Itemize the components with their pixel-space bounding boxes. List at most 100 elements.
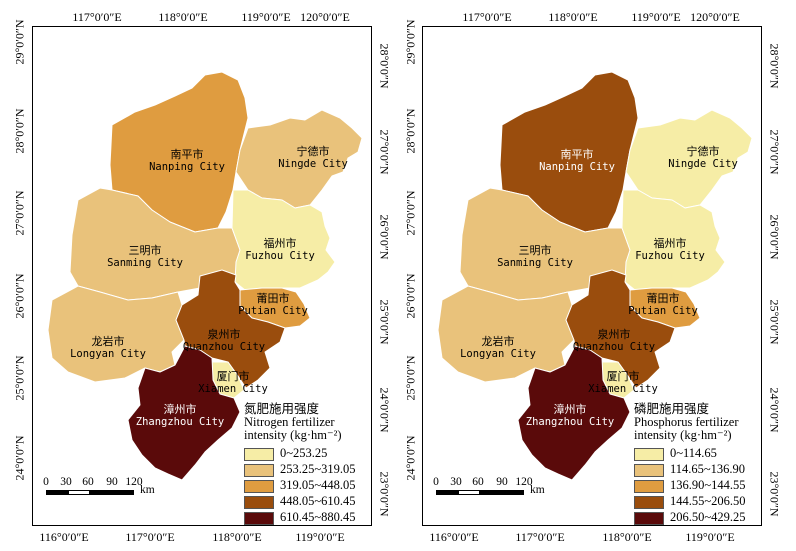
- city-label-xiamen: 厦门市 Xiamen City: [588, 370, 658, 395]
- region-longyan: [437, 285, 575, 383]
- legend-title-en: Nitrogen fertilizer: [244, 415, 335, 429]
- lat-label-left: 25°0′0″N: [403, 355, 418, 401]
- lon-label-bottom: 117°0′0″E: [125, 530, 175, 544]
- legend-swatch: [244, 463, 274, 477]
- legend-item: 144.55~206.50: [634, 495, 746, 509]
- lat-label-right: 24°0′0″N: [767, 387, 782, 433]
- legend-item: 319.05~448.05: [244, 479, 356, 493]
- city-label-longyan: 龙岩市 Longyan City: [70, 335, 146, 360]
- lat-label-right: 27°0′0″N: [767, 129, 782, 175]
- lon-label-top: 120°0′0″E: [690, 10, 740, 24]
- legend-swatch: [244, 447, 274, 461]
- lon-label-top: 120°0′0″E: [300, 10, 350, 24]
- lon-label-top: 117°0′0″E: [462, 10, 512, 24]
- lat-label-right: 26°0′0″N: [767, 214, 782, 260]
- legend-title-en: Phosphorus fertilizer: [634, 415, 739, 429]
- lon-label-top: 119°0′0″E: [241, 10, 291, 24]
- nitrogen-map: [47, 71, 363, 481]
- city-label-fuzhou: 福州市 Fuzhou City: [245, 237, 315, 262]
- region-fuzhou: [231, 189, 336, 291]
- lon-label-top: 117°0′0″E: [72, 10, 122, 24]
- region-longyan: [47, 285, 185, 383]
- lon-label-bottom: 118°0′0″E: [602, 530, 652, 544]
- scale-unit: km: [530, 484, 545, 496]
- region-zhangzhou: [127, 345, 241, 481]
- lat-label-left: 29°0′0″N: [403, 19, 418, 65]
- lat-label-right: 28°0′0″N: [767, 43, 782, 89]
- region-quanzhou: [565, 269, 676, 389]
- city-label-xiamen: 厦门市 Xiamen City: [198, 370, 268, 395]
- lon-label-top: 118°0′0″E: [158, 10, 208, 24]
- lat-label-left: 24°0′0″N: [403, 435, 418, 481]
- phosphorus-map: [437, 71, 753, 481]
- legend-title-zh: 氮肥施用强度: [244, 402, 320, 416]
- legend-swatch: [634, 495, 664, 509]
- map-frame: [422, 26, 762, 526]
- lat-label-left: 27°0′0″N: [403, 190, 418, 236]
- legend-title-unit: intensity (kg·hm⁻²): [634, 428, 732, 442]
- lat-label-left: 28°0′0″N: [12, 108, 27, 154]
- lat-label-right: 25°0′0″N: [377, 299, 392, 345]
- legend-item: 448.05~610.45: [244, 495, 356, 509]
- lon-label-bottom: 117°0′0″E: [515, 530, 565, 544]
- legend-swatch: [634, 463, 664, 477]
- city-label-fuzhou: 福州市 Fuzhou City: [635, 237, 705, 262]
- lat-label-left: 24°0′0″N: [12, 435, 27, 481]
- city-label-ningde: 宁德市 Ningde City: [278, 145, 348, 170]
- region-ningde: [235, 109, 363, 209]
- city-label-sanming: 三明市 Sanming City: [497, 244, 573, 269]
- region-quanzhou: [175, 269, 286, 389]
- lon-label-bottom: 119°0′0″E: [295, 530, 345, 544]
- lon-label-bottom: 118°0′0″E: [212, 530, 262, 544]
- legend-item: 114.65~136.90: [634, 463, 745, 477]
- lon-label-bottom: 119°0′0″E: [685, 530, 735, 544]
- lat-label-left: 25°0′0″N: [12, 355, 27, 401]
- city-label-sanming: 三明市 Sanming City: [107, 244, 183, 269]
- lat-label-left: 26°0′0″N: [403, 273, 418, 319]
- map-legend: 磷肥施用强度 Phosphorus fertilizer intensity (…: [634, 403, 764, 525]
- legend-item: 136.90~144.55: [634, 479, 746, 493]
- city-label-nanping: 南平市 Nanping City: [539, 148, 615, 173]
- city-label-longyan: 龙岩市 Longyan City: [460, 335, 536, 360]
- lon-label-bottom: 116°0′0″E: [429, 530, 479, 544]
- city-label-nanping: 南平市 Nanping City: [149, 148, 225, 173]
- legend-swatch: [244, 511, 274, 525]
- lat-label-right: 24°0′0″N: [377, 387, 392, 433]
- region-zhangzhou: [517, 345, 631, 481]
- lat-label-left: 26°0′0″N: [12, 273, 27, 319]
- legend-item: 253.25~319.05: [244, 463, 356, 477]
- lon-label-top: 119°0′0″E: [631, 10, 681, 24]
- legend-item: 0~114.65: [634, 447, 717, 461]
- lat-label-right: 23°0′0″N: [377, 471, 392, 517]
- legend-swatch: [634, 447, 664, 461]
- city-label-ningde: 宁德市 Ningde City: [668, 145, 738, 170]
- legend-swatch: [634, 511, 664, 525]
- scale-bar: 0 30 60 90 120 km: [433, 476, 545, 496]
- lon-label-top: 118°0′0″E: [548, 10, 598, 24]
- lat-label-right: 23°0′0″N: [767, 471, 782, 517]
- phosphorus-map-panel: 117°0′0″E 118°0′0″E 119°0′0″E 120°0′0″E …: [400, 0, 792, 551]
- legend-title-unit: intensity (kg·hm⁻²): [244, 428, 342, 442]
- lat-label-right: 26°0′0″N: [377, 214, 392, 260]
- map-frame: [32, 26, 372, 526]
- legend-swatch: [634, 479, 664, 493]
- legend-item: 610.45~880.45: [244, 511, 356, 525]
- lat-label-right: 25°0′0″N: [767, 299, 782, 345]
- scale-bar: 0 30 60 90 120 km: [43, 476, 155, 496]
- city-label-putian: 莆田市 Putian City: [628, 292, 698, 317]
- legend-swatch: [244, 495, 274, 509]
- lat-label-right: 27°0′0″N: [377, 129, 392, 175]
- nitrogen-map-panel: 117°0′0″E 118°0′0″E 119°0′0″E 120°0′0″E …: [0, 0, 392, 551]
- lat-label-left: 29°0′0″N: [12, 19, 27, 65]
- region-ningde: [625, 109, 753, 209]
- map-legend: 氮肥施用强度 Nitrogen fertilizer intensity (kg…: [244, 402, 374, 525]
- city-label-zhangzhou: 漳州市 Zhangzhou City: [135, 403, 225, 428]
- lon-label-bottom: 116°0′0″E: [39, 530, 89, 544]
- city-label-quanzhou: 泉州市 Quanzhou City: [182, 328, 266, 353]
- lat-label-left: 28°0′0″N: [403, 108, 418, 154]
- legend-item: 206.50~429.25: [634, 511, 746, 525]
- lat-label-left: 27°0′0″N: [12, 190, 27, 236]
- city-label-putian: 莆田市 Putian City: [238, 292, 308, 317]
- region-fuzhou: [621, 189, 726, 291]
- city-label-zhangzhou: 漳州市 Zhangzhou City: [525, 403, 615, 428]
